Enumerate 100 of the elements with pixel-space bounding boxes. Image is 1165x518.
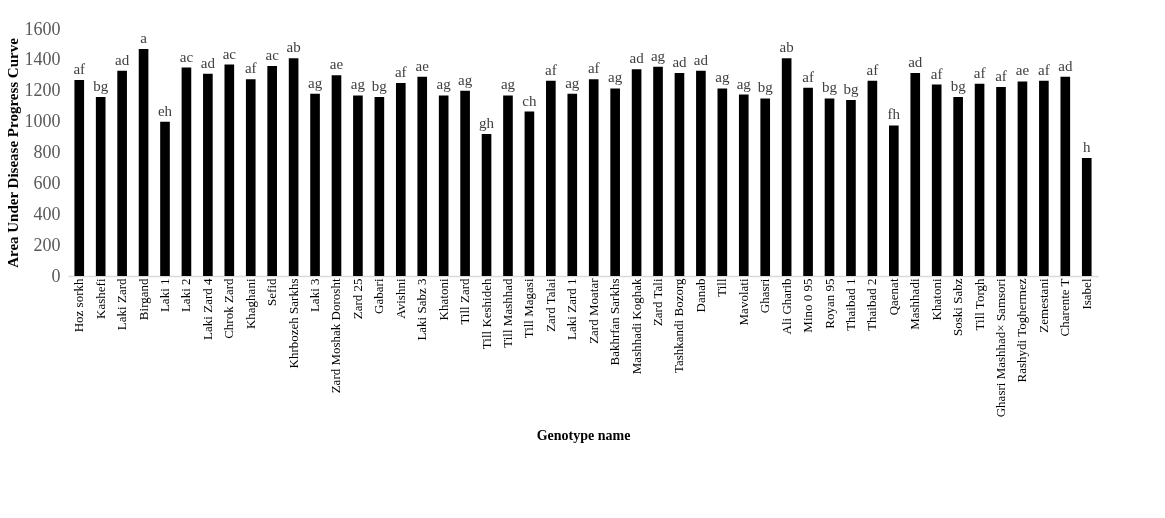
data-label: ac — [222, 45, 237, 62]
x-tick-label: Avishni — [392, 278, 408, 319]
bar — [846, 100, 856, 276]
data-label: ad — [672, 54, 688, 70]
data-label: ch — [522, 92, 537, 109]
data-label: ad — [908, 54, 923, 70]
data-label: ae — [415, 57, 430, 74]
x-tick-label: Laki 1 — [157, 278, 172, 313]
data-label: af — [866, 61, 879, 78]
x-tick-label: Birgand — [135, 278, 151, 321]
bar — [417, 76, 428, 276]
y-tick-label: 600 — [33, 172, 61, 193]
data-label: ad — [629, 50, 645, 67]
x-tick-label: Zard Tali — [650, 278, 666, 327]
x-tick-label: Till Magasi — [521, 278, 537, 339]
data-label: ag — [565, 74, 580, 91]
bar — [803, 87, 813, 276]
y-tick-label: 1600 — [24, 18, 61, 39]
data-label: bg — [843, 81, 859, 98]
data-label: ae — [329, 56, 344, 73]
x-tick-label: Zard Moatar — [585, 277, 601, 344]
x-tick-label: Mino 0 95 — [800, 278, 816, 333]
x-tick-label: Laki Zard 4 — [199, 278, 215, 340]
x-tick-label: Isabel — [1078, 278, 1094, 310]
data-label: h — [1083, 138, 1091, 155]
data-label: ae — [1015, 62, 1030, 79]
bar — [524, 111, 535, 276]
bar — [910, 73, 921, 276]
bar — [781, 58, 792, 276]
x-tick-label: Soski Sabz — [950, 278, 966, 336]
y-tick-label: 1400 — [24, 49, 61, 70]
x-tick-label: Till Mashhad — [499, 278, 515, 348]
x-tick-label: Thaibad 1 — [842, 278, 858, 331]
x-tick-label: Laki 2 — [178, 278, 194, 313]
bar — [117, 70, 127, 276]
bar — [738, 94, 749, 276]
x-tick-label: Hoz sorkh — [71, 278, 87, 333]
y-tick-label: 1200 — [24, 80, 61, 101]
data-label: ab — [779, 39, 794, 56]
data-label: ag — [307, 74, 323, 91]
data-label: ag — [650, 47, 666, 64]
bar — [1039, 80, 1049, 276]
x-tick-label: Khatoni — [928, 278, 944, 321]
bar — [696, 70, 706, 276]
x-tick-label: Ali Gharib — [778, 278, 794, 335]
data-label: ag — [458, 71, 473, 88]
data-label: af — [244, 60, 257, 77]
y-tick-label: 800 — [33, 142, 61, 162]
x-tick-label: Till Torgh — [971, 278, 987, 331]
x-tick-label: Laki Sabz 3 — [414, 278, 430, 341]
data-label: bg — [950, 77, 967, 94]
x-tick-label: Tashkandi Bozorg — [671, 278, 687, 374]
data-label: ad — [115, 51, 130, 68]
x-tick-label: Rashydi Toghermez — [1014, 278, 1030, 383]
data-label: ag — [500, 76, 516, 93]
bar — [267, 66, 277, 276]
bar — [1060, 76, 1071, 276]
y-tick-label: 400 — [33, 203, 61, 224]
data-label: fh — [887, 106, 901, 123]
bar — [931, 84, 942, 276]
bar — [546, 80, 556, 276]
data-label: bg — [822, 79, 838, 96]
x-tick-label: Sefid — [264, 278, 280, 306]
bar — [310, 93, 320, 276]
data-label: a — [140, 30, 148, 47]
data-label: af — [995, 67, 1007, 84]
x-tick-label: Mashhadi — [907, 278, 923, 330]
data-label: ad — [200, 54, 216, 71]
data-label: af — [930, 65, 943, 82]
bar — [889, 125, 899, 276]
x-tick-label: Khatoni — [435, 278, 451, 321]
data-label: bg — [371, 77, 388, 94]
bar — [203, 73, 213, 276]
data-label: af — [587, 60, 600, 77]
data-label: ag — [736, 75, 752, 92]
y-tick-label: 200 — [33, 234, 61, 255]
x-tick-label: Ghasri Mashhad× Samsori — [993, 278, 1008, 418]
bar — [588, 79, 599, 276]
x-tick-label: Bakhrfan Sarkhs — [607, 278, 623, 366]
x-tick-label: Kashefi — [92, 278, 108, 319]
data-label: ad — [1058, 57, 1073, 74]
data-label: eh — [157, 102, 173, 119]
x-tick-label: Zard Talai — [542, 278, 558, 332]
x-tick-label: Till Zard — [457, 278, 473, 325]
x-tick-label: Till Keshideh — [478, 278, 494, 350]
data-label: ag — [608, 69, 623, 86]
data-label: af — [394, 64, 407, 81]
bar — [438, 95, 449, 276]
bar — [653, 66, 663, 276]
x-tick-label: Charente T — [1057, 278, 1073, 337]
x-tick-label: Laki Zard — [114, 278, 130, 331]
bar — [288, 58, 299, 276]
bar — [867, 80, 878, 276]
bar — [181, 67, 192, 276]
bar — [1017, 81, 1028, 276]
x-tick-label: Ghasri — [757, 278, 773, 314]
x-tick-label: Till — [714, 278, 730, 297]
x-tick-label: Khrbozeh Sarkhs — [285, 278, 301, 369]
bar — [353, 95, 363, 276]
bar — [138, 49, 149, 276]
